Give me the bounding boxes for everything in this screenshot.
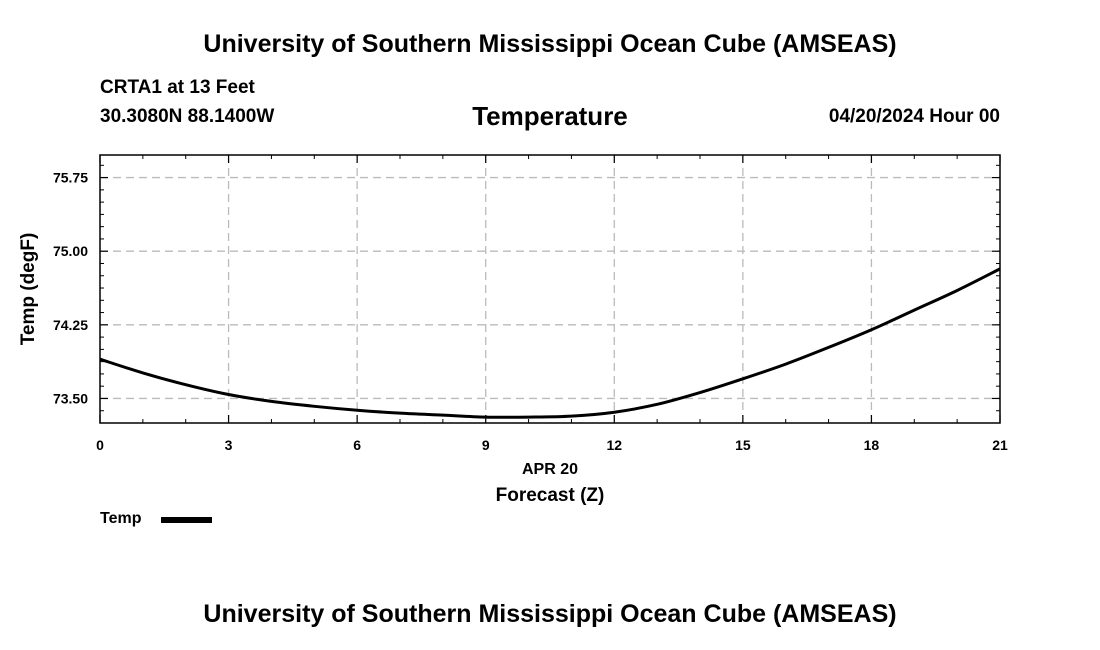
plot-frame [99,154,1001,424]
grid [100,155,1000,423]
plot-title: Temperature [472,101,628,131]
datetime-label: 04/20/2024 Hour 00 [828,106,1000,127]
x-axis-label: Forecast (Z) [496,485,605,506]
axis-ticks [99,155,1001,423]
y-tick-label: 75.75 [53,170,88,186]
x-tick-label: 0 [96,437,104,453]
x-tick-label: 18 [864,437,880,453]
x-tick-label: 15 [735,437,751,453]
bottom-title: University of Southern Mississippi Ocean… [203,600,897,628]
x-tick-label: 12 [606,437,622,453]
temp-series-line [99,267,1001,419]
top-title: University of Southern Mississippi Ocean… [203,30,897,58]
y-tick-labels: 73.50 74.25 75.00 75.75 [53,170,88,407]
x-axis-date-label: APR 20 [522,461,578,478]
y-tick-label: 74.25 [53,317,88,333]
station-label: CRTA1 at 13 Feet [100,77,255,98]
location-label: 30.3080N 88.1400W [100,106,275,127]
x-tick-label: 21 [992,437,1008,453]
x-tick-label: 6 [353,437,361,453]
legend-label-temp: Temp [100,510,142,527]
x-tick-label: 3 [225,437,233,453]
x-tick-labels: 0 3 6 9 12 15 18 21 [96,437,1008,453]
y-tick-label: 75.00 [53,243,88,259]
y-axis-label: Temp (degF) [18,233,39,346]
y-tick-label: 73.50 [53,390,88,406]
x-tick-label: 9 [482,437,490,453]
